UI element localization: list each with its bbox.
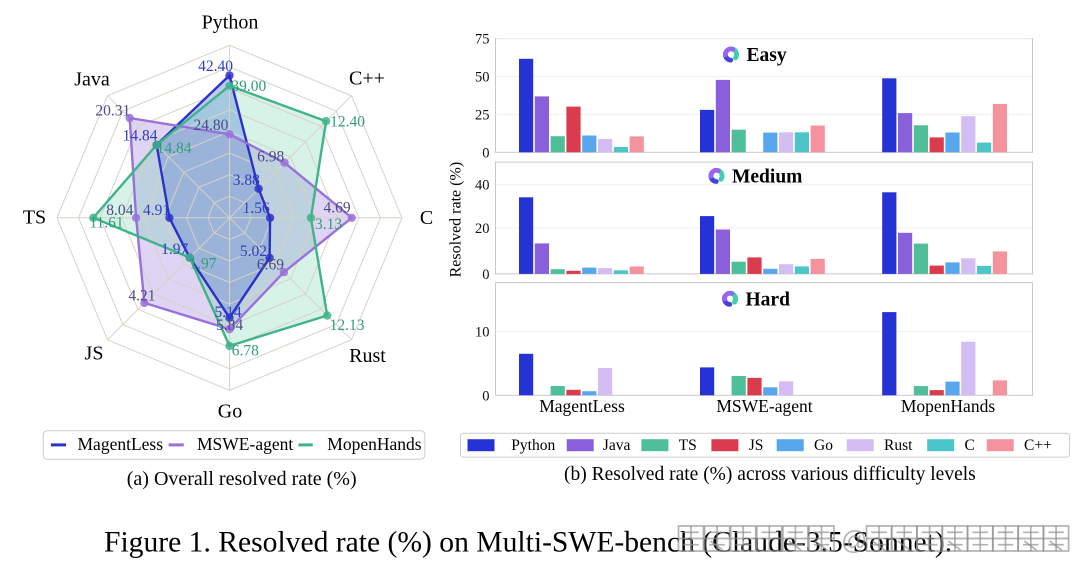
svg-text:1.97: 1.97 <box>189 256 216 273</box>
svg-text:4.69: 4.69 <box>323 200 350 217</box>
svg-text:Easy: Easy <box>747 45 787 66</box>
svg-text:11.61: 11.61 <box>89 214 123 231</box>
svg-text:Python: Python <box>202 12 259 34</box>
svg-text:Go: Go <box>218 401 242 423</box>
svg-text:MopenHands: MopenHands <box>901 396 995 416</box>
svg-text:JS: JS <box>85 343 104 365</box>
svg-text:20: 20 <box>475 221 490 237</box>
svg-text:50: 50 <box>475 70 490 86</box>
svg-text:(a) Overall resolved rate (%): (a) Overall resolved rate (%) <box>127 468 357 490</box>
svg-text:40: 40 <box>475 178 490 194</box>
svg-text:5.02: 5.02 <box>240 243 267 260</box>
svg-text:3.88: 3.88 <box>233 172 260 189</box>
svg-text:1.97: 1.97 <box>161 241 188 258</box>
svg-text:24.80: 24.80 <box>193 117 228 134</box>
svg-text:C++: C++ <box>349 68 385 90</box>
svg-text:Java: Java <box>603 437 631 454</box>
svg-text:0: 0 <box>482 267 489 283</box>
svg-text:Python: Python <box>511 437 555 454</box>
svg-text:TS: TS <box>23 207 46 229</box>
svg-text:4.21: 4.21 <box>128 288 155 305</box>
svg-text:Java: Java <box>74 69 110 91</box>
svg-text:MSWE-agent: MSWE-agent <box>716 396 812 416</box>
svg-text:25: 25 <box>475 107 490 123</box>
svg-text:5.14: 5.14 <box>214 304 241 321</box>
svg-text:JS: JS <box>749 437 764 454</box>
svg-text:14.84: 14.84 <box>123 128 158 145</box>
svg-text:(b) Resolved rate (%) across v: (b) Resolved rate (%) across various dif… <box>564 464 976 485</box>
svg-text:10: 10 <box>475 325 490 341</box>
svg-text:Resolved rate (%): Resolved rate (%) <box>448 162 465 278</box>
svg-text:Go: Go <box>814 437 833 454</box>
svg-text:14.84: 14.84 <box>157 140 192 157</box>
svg-text:MagentLess: MagentLess <box>539 396 625 416</box>
svg-text:Rust: Rust <box>884 437 913 454</box>
svg-text:C: C <box>965 437 975 454</box>
svg-text:0: 0 <box>482 388 489 404</box>
svg-text:C++: C++ <box>1024 437 1052 454</box>
svg-text:4.91: 4.91 <box>143 202 170 219</box>
svg-text:0: 0 <box>482 145 489 161</box>
svg-text:12.13: 12.13 <box>330 317 365 334</box>
svg-text:TS: TS <box>679 437 697 454</box>
svg-text:6.69: 6.69 <box>257 256 284 273</box>
svg-text:Hard: Hard <box>746 289 791 310</box>
svg-text:12.40: 12.40 <box>330 113 365 130</box>
svg-text:1.56: 1.56 <box>243 200 270 217</box>
svg-text:C: C <box>420 207 433 229</box>
svg-text:MSWE-agent: MSWE-agent <box>197 434 293 454</box>
svg-text:Figure 1. Resolved rate (%) on: Figure 1. Resolved rate (%) on Multi-SWE… <box>104 527 952 559</box>
svg-text:5.84: 5.84 <box>216 317 243 334</box>
svg-text:75: 75 <box>475 32 490 48</box>
svg-text:3.13: 3.13 <box>315 216 342 233</box>
svg-text:@: @ <box>841 525 867 555</box>
svg-text:6.78: 6.78 <box>232 343 259 360</box>
svg-text:6.98: 6.98 <box>257 149 284 166</box>
svg-text:39.00: 39.00 <box>231 78 266 95</box>
svg-text:42.40: 42.40 <box>198 58 233 75</box>
svg-text:MopenHands: MopenHands <box>327 434 421 454</box>
svg-text:20.31: 20.31 <box>95 102 130 119</box>
svg-text:Medium: Medium <box>732 166 802 187</box>
svg-text:MagentLess: MagentLess <box>78 434 164 454</box>
svg-text:Rust: Rust <box>349 345 386 367</box>
svg-text:8.04: 8.04 <box>106 202 133 219</box>
